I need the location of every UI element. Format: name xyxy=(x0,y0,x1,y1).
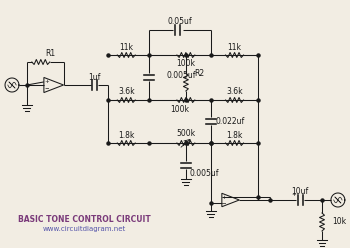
Text: 3.6k: 3.6k xyxy=(118,88,134,96)
Text: 1.8k: 1.8k xyxy=(226,130,243,139)
Text: 500k: 500k xyxy=(176,129,195,138)
Text: www.circuitdiagram.net: www.circuitdiagram.net xyxy=(43,226,126,232)
Text: 0.005uf: 0.005uf xyxy=(189,168,218,178)
Text: 10k: 10k xyxy=(332,217,346,226)
Text: +: + xyxy=(44,79,49,84)
Text: −: − xyxy=(44,86,49,91)
Text: 3.6k: 3.6k xyxy=(226,88,243,96)
Text: +: + xyxy=(222,195,226,200)
Text: R2: R2 xyxy=(194,69,204,79)
Text: R1: R1 xyxy=(46,50,56,59)
Text: 0.022uf: 0.022uf xyxy=(216,117,245,125)
Text: −: − xyxy=(222,200,226,205)
Text: 100k: 100k xyxy=(170,104,189,114)
Text: 11k: 11k xyxy=(228,42,241,52)
Text: 1.8k: 1.8k xyxy=(118,130,134,139)
Text: +: + xyxy=(292,192,296,197)
Text: 1uf: 1uf xyxy=(88,73,101,83)
Text: 10uf: 10uf xyxy=(292,186,309,195)
Text: 11k: 11k xyxy=(119,42,133,52)
Text: BASIC TONE CONTROL CIRCUIT: BASIC TONE CONTROL CIRCUIT xyxy=(18,216,151,224)
Text: 100k: 100k xyxy=(176,59,195,67)
Text: 0.005uf: 0.005uf xyxy=(167,70,196,80)
Text: 0.05uf: 0.05uf xyxy=(168,18,192,27)
